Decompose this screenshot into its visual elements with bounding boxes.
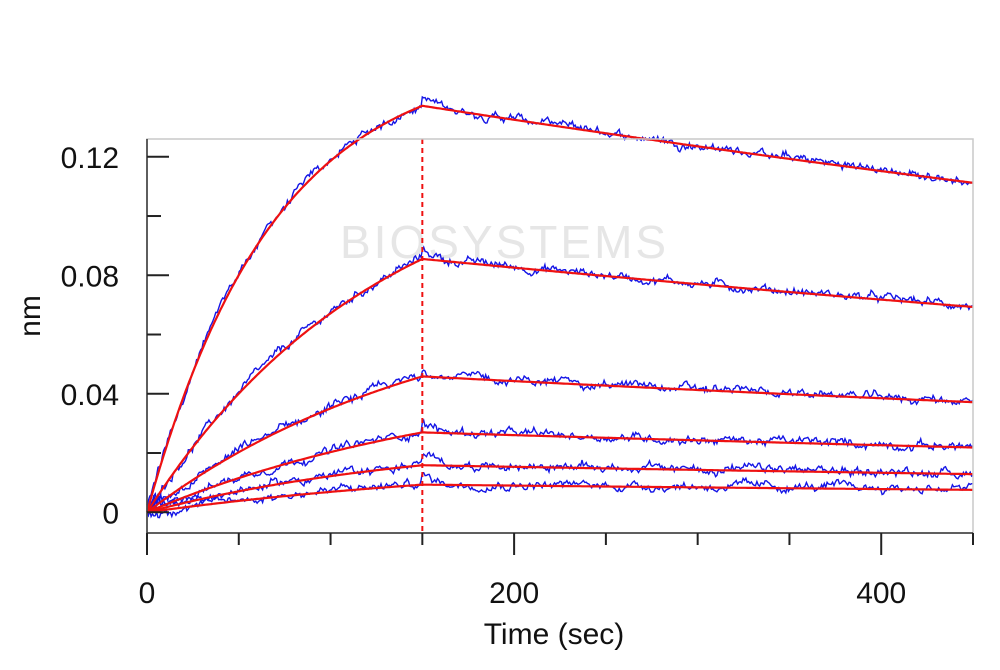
fit-curve-3 [146,375,974,514]
x-tick-label: 0 [139,577,156,610]
axes: 0 0.04 0.08 0.12 0 200 400 [61,138,974,610]
y-axis-title: nm [14,295,47,337]
fit-curve-2 [146,257,974,513]
watermark: BIOSYSTEMS [340,216,669,268]
fit-curve-5 [146,464,973,514]
x-axis-title: Time (sec) [484,618,625,651]
measured-trace-6 [146,472,973,519]
x-tick-label: 400 [856,577,906,610]
y-tick-label: 0.12 [61,142,119,175]
fit-curve-6 [146,483,973,514]
y-tick-label: 0 [102,497,119,530]
y-tick-label: 0.08 [61,260,119,293]
plot-area [145,95,974,533]
x-tick-label: 200 [489,577,539,610]
y-tick-label: 0.04 [61,379,119,412]
measured-trace-1 [146,95,974,510]
fit-curve-4 [146,431,973,514]
fit-curve-1 [145,104,974,513]
